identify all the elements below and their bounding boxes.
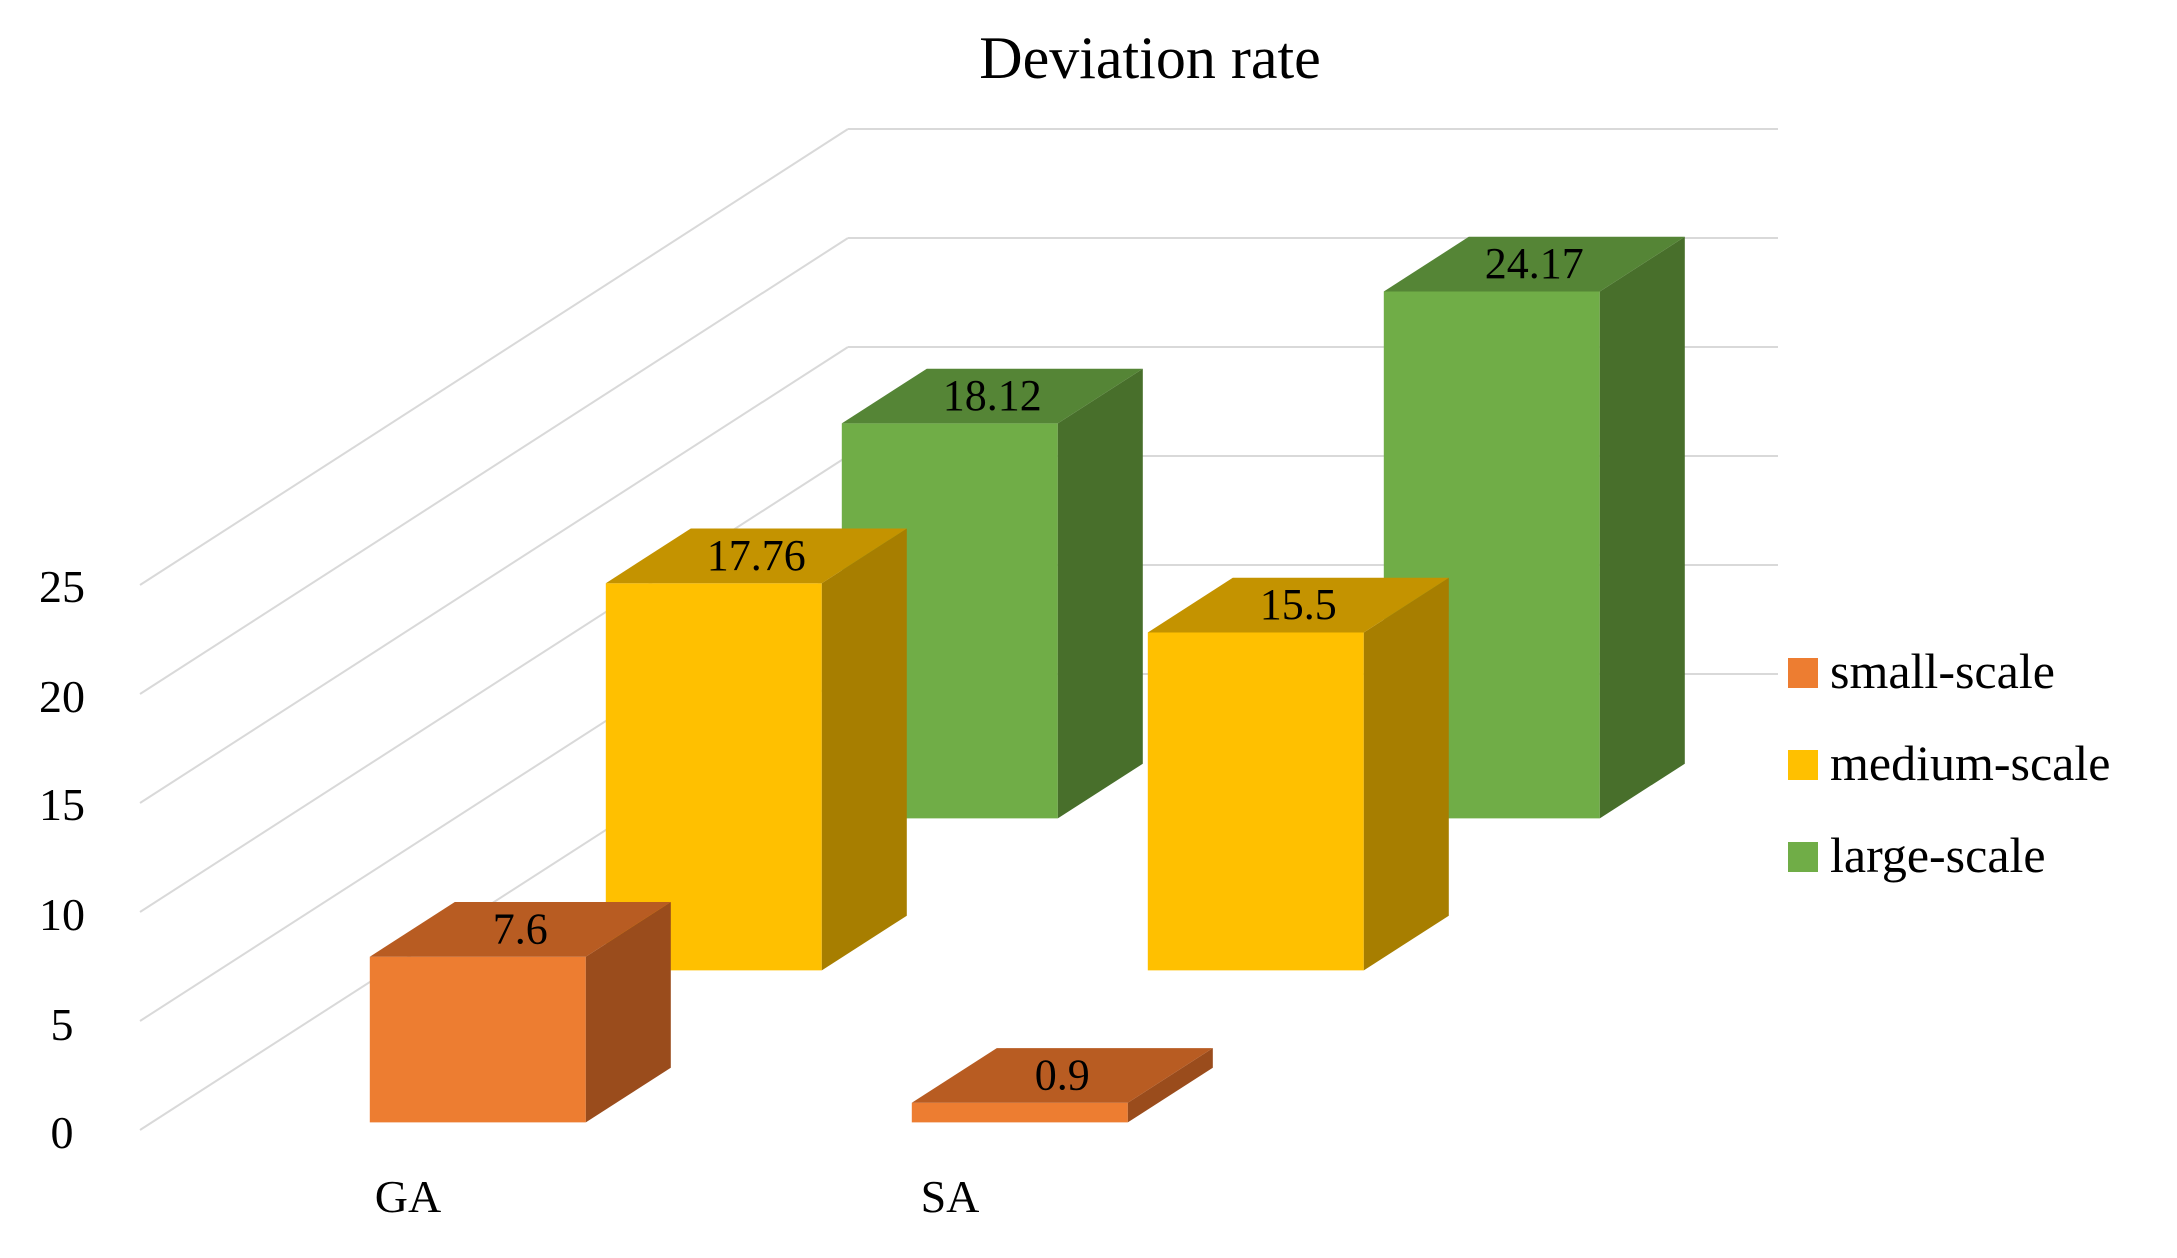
y-tick-label: 5: [51, 999, 74, 1050]
bar-top-face: [1147, 577, 1449, 633]
bar-front-face: [911, 1102, 1128, 1123]
bar-top-face: [911, 1048, 1213, 1103]
gridline-diagonal: [139, 346, 849, 804]
data-label: 0.9: [1035, 1050, 1090, 1099]
gridline-diagonal: [139, 237, 849, 695]
bar-side-face: [821, 528, 907, 971]
legend: small-scale medium-scale large-scale: [1788, 643, 2110, 883]
bar-top-face: [605, 528, 907, 584]
bar-front-face: [1147, 632, 1364, 971]
bar-medium-scale-ga: 17.76: [605, 528, 907, 971]
bar-medium-scale-sa: 15.5: [1147, 577, 1449, 971]
y-tick-label: 0: [51, 1107, 74, 1158]
data-label: 24.17: [1485, 239, 1584, 288]
bar-front-face: [605, 583, 822, 971]
bar-small-scale-ga: 7.6: [369, 902, 671, 1123]
bar-top-face: [369, 902, 671, 957]
data-label: 15.5: [1260, 580, 1337, 629]
legend-swatch-large-scale: [1788, 842, 1818, 872]
x-tick-label-ga: GA: [375, 1171, 441, 1222]
bar-side-face: [1599, 236, 1685, 819]
x-tick-label-sa: SA: [921, 1171, 980, 1222]
y-tick-label: 10: [39, 889, 85, 940]
legend-label-small-scale: small-scale: [1830, 643, 2055, 699]
bar-front-face: [369, 956, 586, 1123]
legend-swatch-medium-scale: [1788, 750, 1818, 780]
bar-side-face: [585, 902, 671, 1123]
bar-small-scale-sa: 0.9: [911, 1048, 1213, 1123]
y-tick-label: 25: [39, 561, 85, 612]
gridline-diagonal: [139, 128, 849, 586]
chart-title: Deviation rate: [979, 25, 1321, 91]
bar-side-face: [1057, 368, 1143, 819]
legend-swatch-small-scale: [1788, 658, 1818, 688]
data-label: 17.76: [707, 531, 806, 580]
x-axis: GA SA: [375, 1171, 980, 1222]
legend-label-large-scale: large-scale: [1830, 827, 2046, 883]
bar-side-face: [1363, 577, 1449, 971]
y-tick-label: 15: [39, 779, 85, 830]
y-tick-label: 20: [39, 671, 85, 722]
bar-top-face: [1383, 236, 1685, 292]
bars: 18.12 24.17 17.76 15.5 7.6 0.9: [369, 236, 1685, 1123]
data-label: 7.6: [493, 904, 548, 953]
legend-label-medium-scale: medium-scale: [1830, 735, 2110, 791]
data-label: 18.12: [943, 371, 1042, 420]
bar-top-face: [841, 368, 1143, 424]
bar-side-face: [1127, 1048, 1213, 1123]
y-axis: 0 5 10 15 20 25: [39, 561, 85, 1158]
